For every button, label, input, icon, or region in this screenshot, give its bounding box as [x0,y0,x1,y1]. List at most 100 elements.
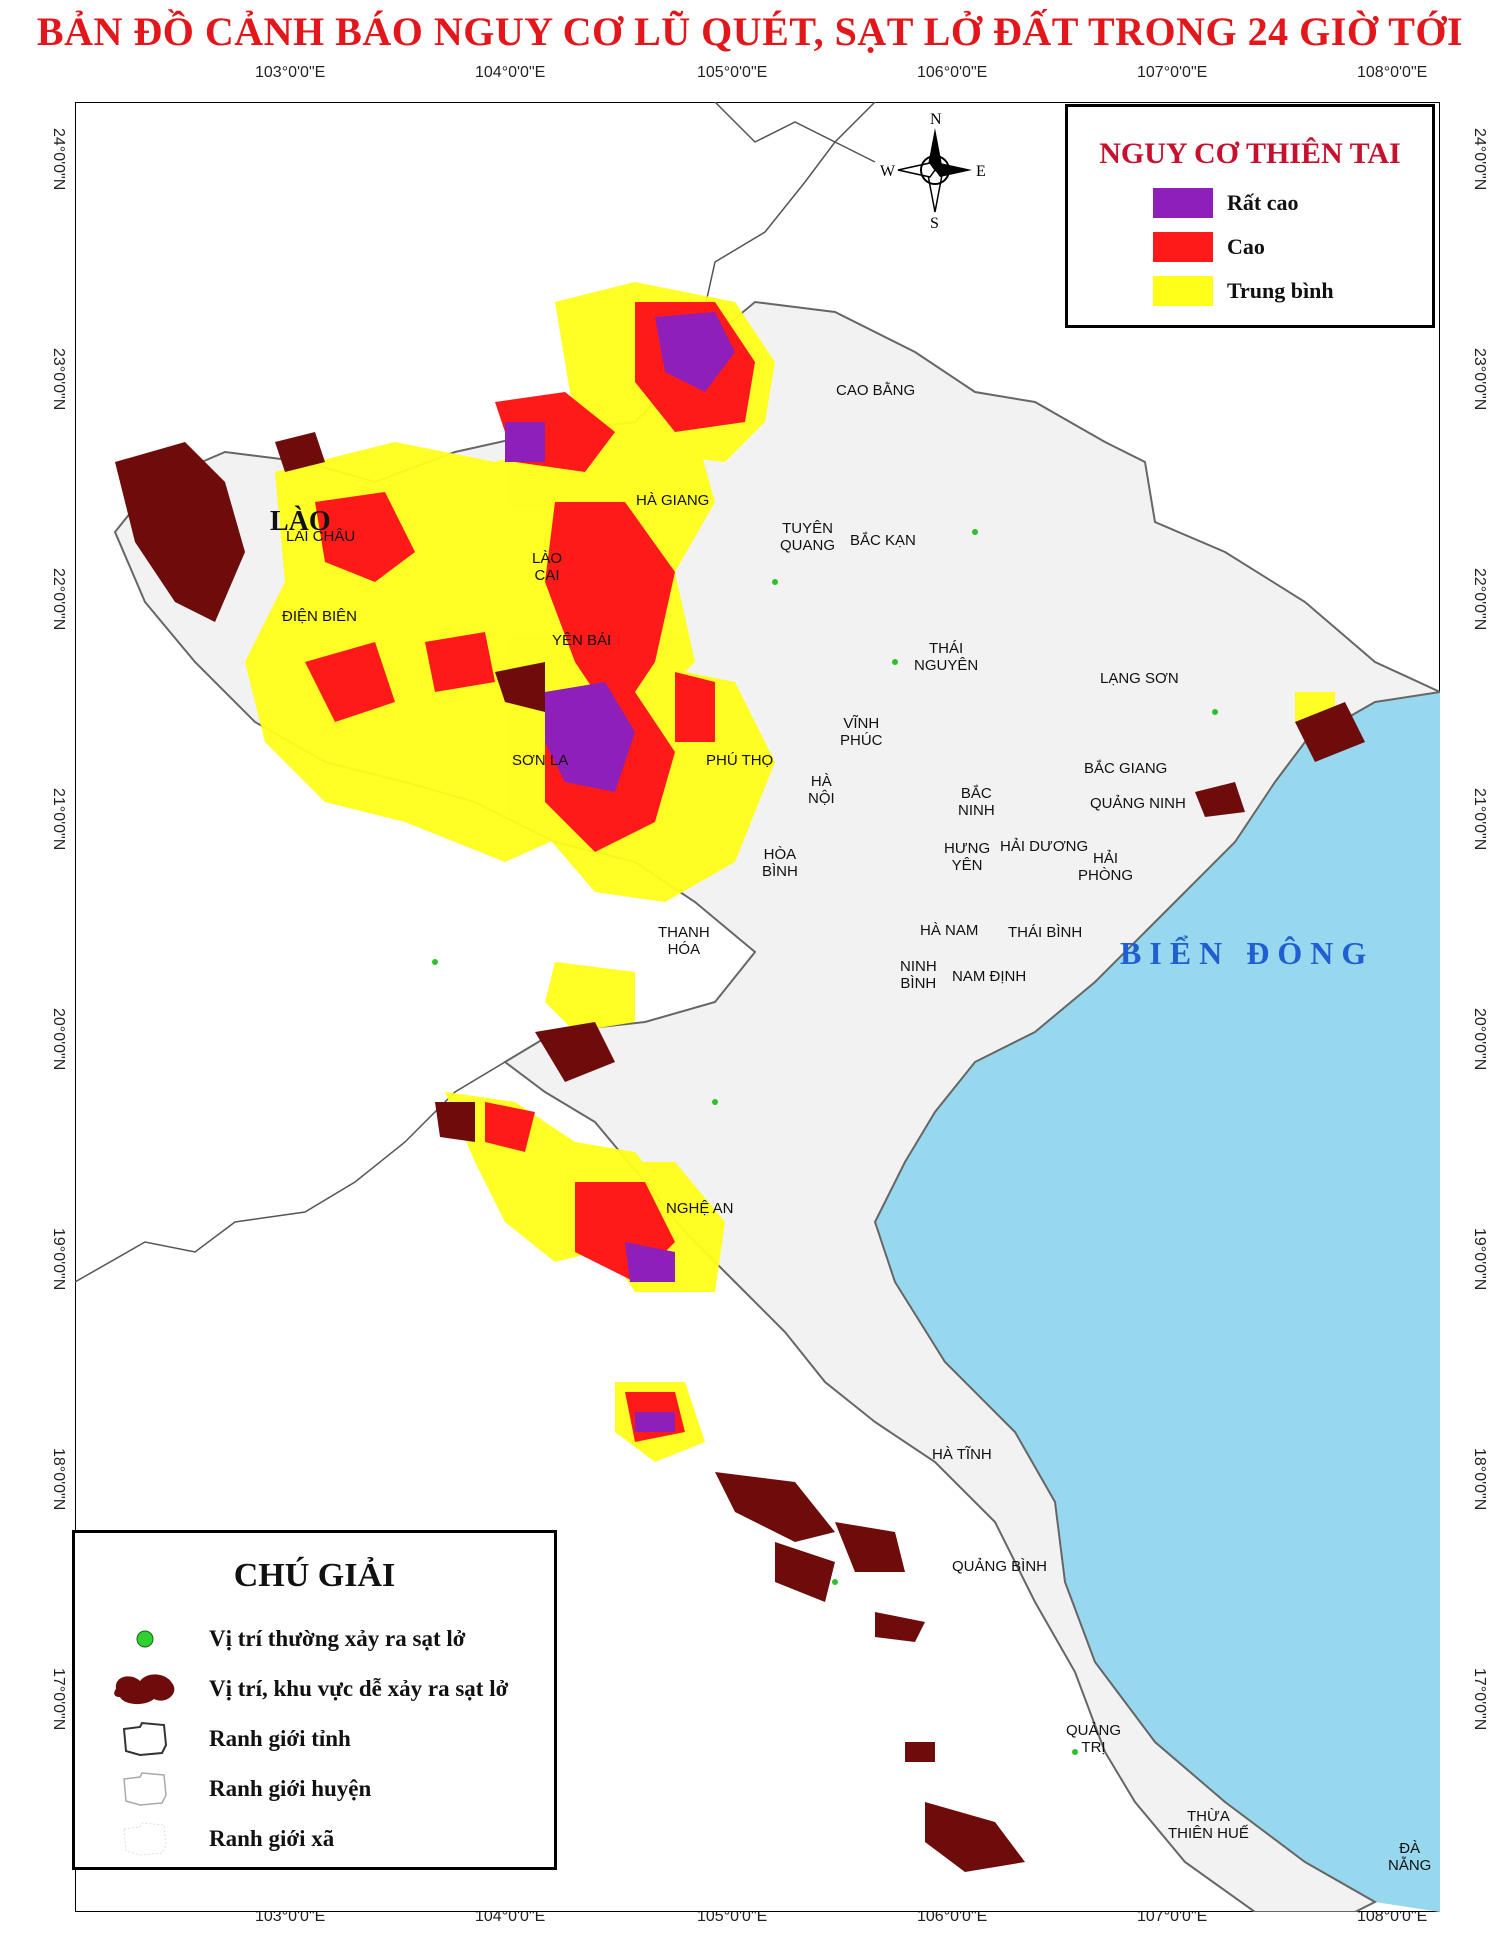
legend-item: Vị trí, khu vực dễ xảy ra sạt lở [105,1669,508,1709]
risk-zone-very-high [635,1412,675,1432]
place-label: ĐÀ NẴNG [1388,1840,1432,1874]
landslide-point [772,579,778,585]
lon-label-top: 107°0'0"E [1137,64,1208,81]
legend-item: Vị trí thường xảy ra sạt lở [105,1619,465,1659]
very-high-swatch-icon [1153,188,1213,218]
country-label-laos: LÀO [270,506,331,537]
risk-zone-high [545,502,675,722]
place-label: HÒA BÌNH [762,846,798,880]
risk-zone-high [425,632,495,692]
place-label: BẮC KẠN [850,532,916,549]
compass-north: N [930,111,942,128]
compass-rose: N S E W [880,110,990,235]
landslide-area-icon [105,1669,185,1709]
landslide-area [115,442,245,622]
landslide-points [432,529,1218,1755]
map-canvas[interactable] [75,102,1440,1912]
legend-item: Ranh giới xã [105,1819,334,1859]
place-label: YÊN BÁI [552,632,612,649]
lon-label-top: 103°0'0"E [255,64,326,81]
place-label: BẮC GIANG [1084,760,1168,777]
risk-zone-high [315,492,415,582]
lat-label-right: 17°0'0"N [1471,1668,1488,1731]
landslide-area [495,662,545,712]
landslide-area [275,432,325,472]
place-label: THANH HÓA [658,924,710,958]
place-label: HÀ TĨNH [932,1446,992,1463]
place-label: QUẢNG NINH [1090,795,1186,812]
place-label: THỪA THIÊN HUẾ [1168,1808,1249,1842]
lon-label-top: 106°0'0"E [917,64,988,81]
lat-label-left: 17°0'0"N [50,1668,67,1731]
map-legend: CHÚ GIẢI Vị trí thường xảy ra sạt lở Vị … [72,1530,557,1870]
lat-label-right: 19°0'0"N [1471,1228,1488,1291]
place-label: LÀO CAI [532,550,563,584]
landslide-area [1195,782,1245,817]
risk-zone-very-high [655,312,735,392]
compass-south: S [930,215,939,230]
landslide-area [1295,702,1365,762]
commune-boundary-icon [105,1819,185,1859]
place-label: VĨNH PHÚC [840,715,883,749]
lat-label-right: 21°0'0"N [1471,788,1488,851]
landslide-area [835,1522,905,1572]
district-boundary-icon [105,1769,185,1809]
lat-label-left: 20°0'0"N [50,1008,67,1071]
risk-legend-label: Trung bình [1227,278,1334,303]
lon-label-bottom: 103°0'0"E [255,1908,326,1925]
lat-label-left: 19°0'0"N [50,1228,67,1291]
lon-label-bottom: 108°0'0"E [1357,1908,1428,1925]
place-label: HẢI PHÒNG [1078,850,1134,884]
risk-legend-item-medium: Trung bình [1153,276,1334,306]
legend-label: Vị trí thường xảy ra sạt lở [209,1626,466,1651]
place-label: PHÚ THỌ [706,752,774,769]
landslide-point [892,659,898,665]
legend-item: Ranh giới huyện [105,1769,371,1809]
risk-legend-item-high: Cao [1153,232,1265,262]
risk-zone-very-high [625,1242,675,1282]
risk-legend-label: Rất cao [1227,190,1299,215]
sea-area [875,692,1440,1912]
risk-zone-medium [545,962,635,1032]
risk-zone-high [485,1102,535,1152]
place-label: NAM ĐỊNH [952,968,1027,985]
landslide-point [1072,1749,1078,1755]
lon-label-top: 105°0'0"E [697,64,768,81]
lat-label-left: 18°0'0"N [50,1448,67,1511]
landslide-point [712,1099,718,1105]
lat-label-right: 23°0'0"N [1471,348,1488,411]
high-swatch-icon [1153,232,1213,262]
lat-label-right: 18°0'0"N [1471,1448,1488,1511]
place-label: HƯNG YÊN [944,840,991,874]
place-label: HÀ NỘI [808,773,835,807]
place-label: HẢI DƯƠNG [1000,838,1089,855]
place-label: LAI CHÂU [286,528,356,545]
landslide-point [972,529,978,535]
place-label: NGHỆ AN [666,1200,734,1217]
landslide-area [435,1102,475,1142]
legend-label: Ranh giới huyện [209,1776,372,1801]
lon-label-top: 108°0'0"E [1357,64,1428,81]
risk-legend-label: Cao [1227,234,1265,259]
place-label: HÀ GIANG [636,492,710,509]
lat-label-left: 22°0'0"N [50,568,67,631]
place-label: NINH BÌNH [900,958,937,992]
landslide-area [535,1022,615,1082]
risk-zone-high [675,672,715,742]
place-label: ĐIỆN BIÊN [282,608,358,625]
place-label: TUYÊN QUANG [780,520,836,554]
legend-title: CHÚ GIẢI [233,1557,396,1594]
risk-legend-item-very-high: Rất cao [1153,188,1298,218]
lon-label-bottom: 104°0'0"E [475,1908,546,1925]
landslide-point [432,959,438,965]
lat-label-right: 22°0'0"N [1471,568,1488,631]
place-label: CAO BẰNG [836,382,916,399]
landslide-area [905,1742,935,1762]
medium-swatch-icon [1153,276,1213,306]
landslide-area [775,1542,835,1602]
province-boundary-icon [105,1719,185,1759]
lat-label-right: 20°0'0"N [1471,1008,1488,1071]
place-label: LẠNG SƠN [1100,670,1179,687]
lat-label-left: 21°0'0"N [50,788,67,851]
lon-label-bottom: 105°0'0"E [697,1908,768,1925]
